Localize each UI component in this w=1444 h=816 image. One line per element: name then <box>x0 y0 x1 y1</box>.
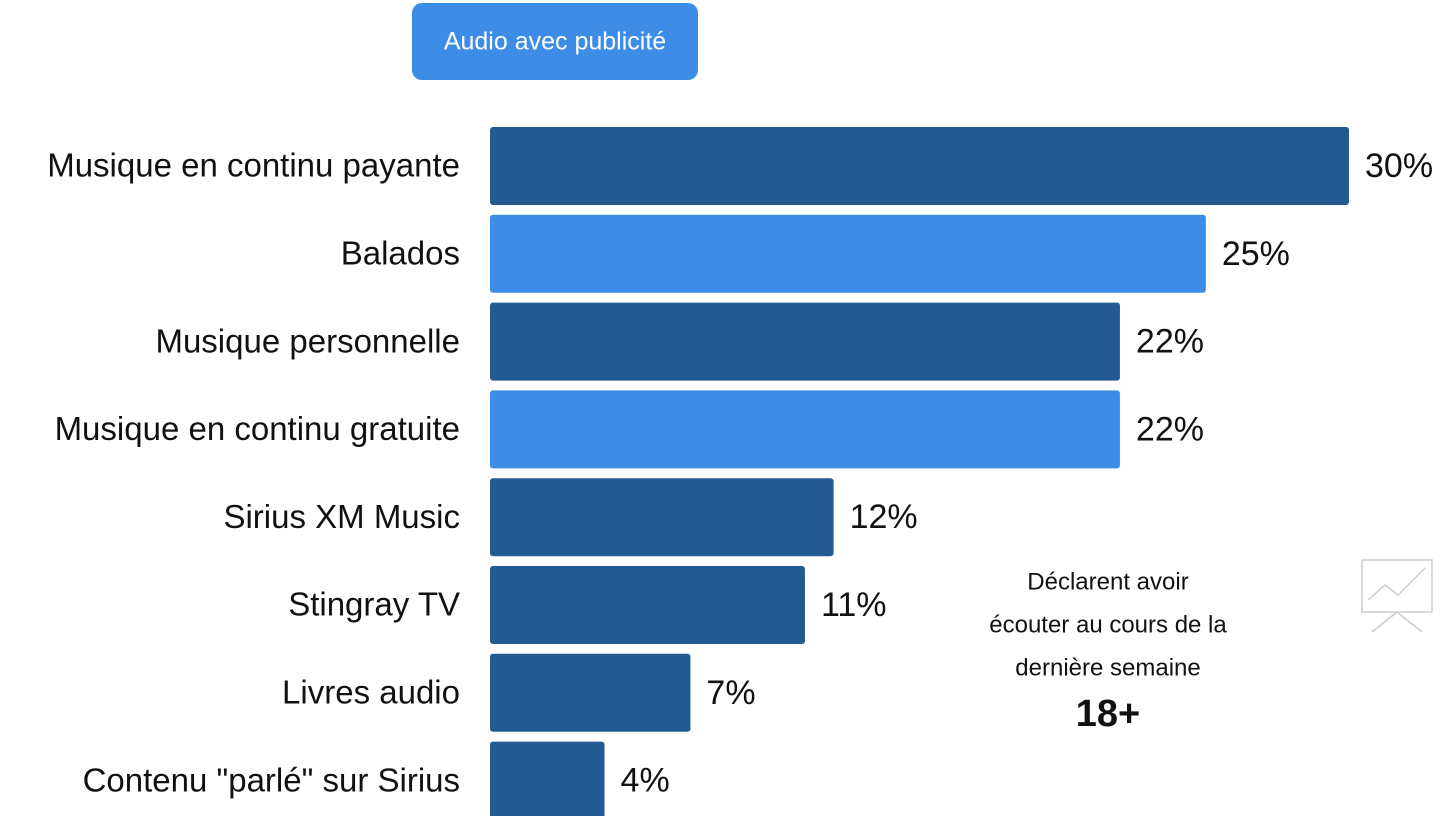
category-label: Musique en continu payante <box>47 147 460 184</box>
bar <box>490 566 805 644</box>
category-label: Stingray TV <box>288 586 460 623</box>
bar <box>490 302 1120 381</box>
bar <box>490 390 1120 469</box>
category-label: Balados <box>341 235 460 272</box>
bar <box>490 478 834 557</box>
bar <box>490 214 1206 293</box>
annotation-line: dernière semaine <box>1015 654 1200 681</box>
legend-label[interactable]: Audio avec publicité <box>444 28 666 56</box>
bar <box>490 741 605 816</box>
category-label: Contenu "parlé" sur Sirius <box>83 761 460 798</box>
legend-button[interactable] <box>412 3 698 80</box>
value-label: 25% <box>1222 235 1290 273</box>
annotation-emphasis: 18+ <box>1076 693 1140 735</box>
category-label: Musique personnelle <box>155 322 460 359</box>
category-label: Sirius XM Music <box>223 498 460 535</box>
value-label: 7% <box>706 674 755 712</box>
value-label: 22% <box>1136 323 1204 361</box>
bar <box>490 127 1349 205</box>
bar <box>490 653 691 732</box>
annotation-line: Déclarent avoir <box>1027 568 1188 595</box>
presentation-icon <box>1361 559 1433 633</box>
value-label: 30% <box>1365 147 1433 185</box>
value-label: 12% <box>850 498 918 536</box>
annotation-line: écouter au cours de la <box>989 611 1227 638</box>
category-label: Livres audio <box>282 674 460 711</box>
category-label: Musique en continu gratuite <box>55 410 460 447</box>
value-label: 4% <box>621 762 670 800</box>
value-label: 22% <box>1136 410 1204 448</box>
value-label: 11% <box>821 586 887 624</box>
